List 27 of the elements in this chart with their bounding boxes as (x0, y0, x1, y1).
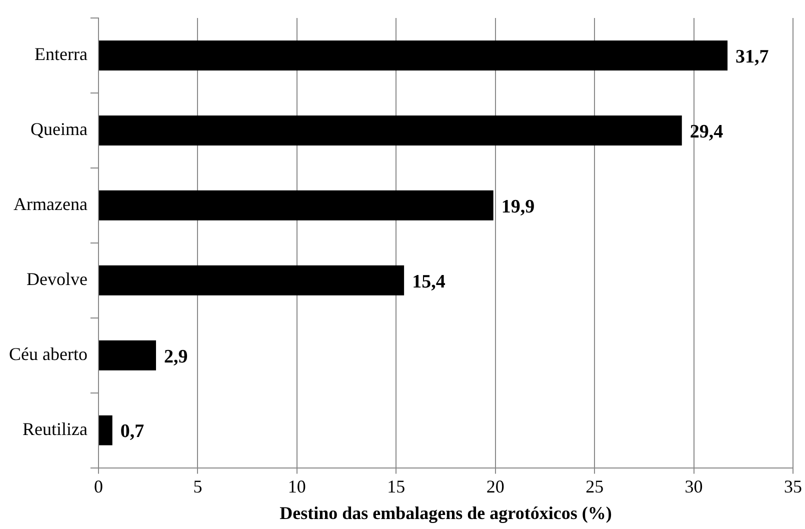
bar (98, 340, 156, 370)
bar (98, 415, 112, 446)
data-label: 29,4 (690, 121, 724, 142)
data-label: 19,9 (501, 196, 535, 218)
y-tick-label: Queima (30, 119, 88, 140)
bar (98, 265, 404, 296)
y-tick-label: Céu aberto (9, 344, 88, 364)
bar (98, 190, 494, 220)
x-tick-label: 25 (586, 476, 604, 496)
x-tick-label: 10 (288, 476, 306, 496)
data-label: 0,7 (120, 421, 145, 442)
x-tick-label: 20 (486, 476, 504, 496)
y-tick-label: Reutiliza (22, 419, 88, 440)
y-tick-label: Armazena (14, 194, 88, 214)
bar (98, 115, 682, 146)
y-tick-label: Devolve (26, 269, 88, 290)
x-tick-label: 30 (684, 476, 703, 496)
y-tick-label: Enterra (34, 44, 88, 64)
data-label: 2,9 (164, 346, 188, 368)
x-tick-label: 5 (193, 476, 202, 496)
data-label: 31,7 (736, 46, 770, 68)
x-axis-title: Destino das embalagens de agrotóxicos (%) (280, 502, 612, 523)
data-label: 15,4 (412, 271, 446, 292)
x-tick-label: 15 (387, 476, 406, 496)
x-tick-label: 0 (94, 476, 103, 496)
x-tick-label: 35 (784, 476, 802, 496)
bar (98, 40, 728, 70)
